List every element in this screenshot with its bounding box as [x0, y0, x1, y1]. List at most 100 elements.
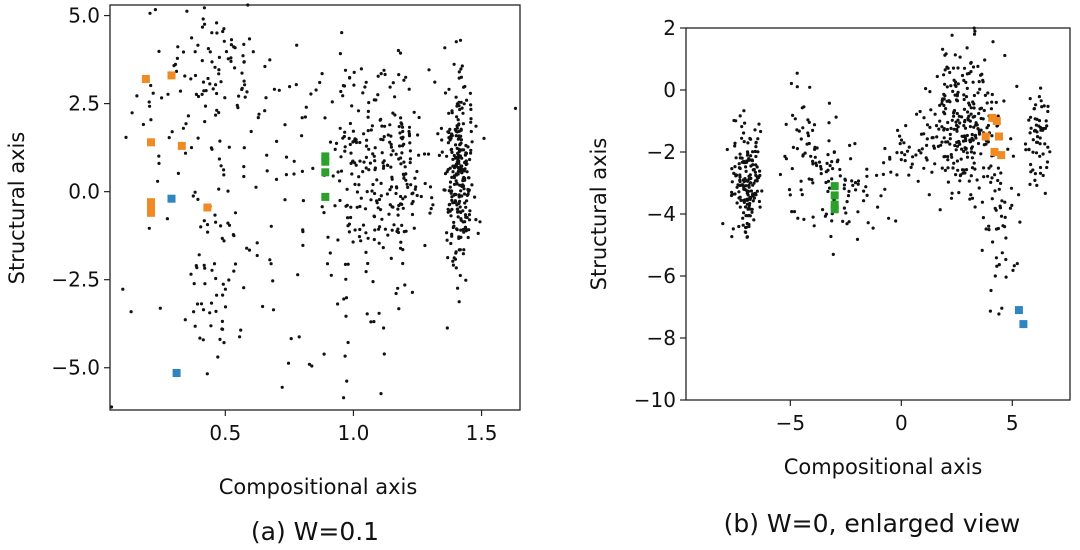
- scatter-background-b: [721, 26, 1052, 316]
- scatter-point: [965, 46, 969, 50]
- scatter-point: [331, 174, 335, 178]
- scatter-point: [1029, 115, 1033, 119]
- scatter-point: [949, 196, 954, 200]
- scatter-point: [342, 396, 346, 400]
- scatter-point: [428, 185, 433, 189]
- scatter-point: [811, 128, 815, 132]
- scatter-point: [397, 203, 401, 208]
- scatter-point: [452, 182, 457, 186]
- scatter-point: [170, 130, 174, 134]
- scatter-point: [757, 199, 762, 204]
- scatter-point: [214, 309, 218, 313]
- scatter-point: [149, 118, 153, 122]
- scatter-point: [969, 146, 974, 150]
- scatter-point: [265, 153, 269, 157]
- scatter-point: [827, 139, 831, 143]
- scatter-point: [402, 160, 406, 164]
- scatter-point: [158, 306, 162, 310]
- scatter-point: [461, 220, 465, 224]
- scatter-point: [960, 115, 964, 119]
- scatter-point: [1041, 173, 1045, 178]
- scatter-point: [469, 148, 473, 152]
- scatter-point: [403, 283, 407, 287]
- scatter-point: [824, 170, 828, 174]
- scatter-point: [451, 263, 455, 267]
- scatter-point: [243, 83, 247, 87]
- scatter-point: [344, 314, 348, 318]
- scatter-point: [469, 117, 473, 121]
- scatter-point: [970, 166, 975, 170]
- scatter-point: [973, 29, 977, 33]
- scatter-point: [226, 189, 230, 193]
- scatter-point: [791, 145, 796, 149]
- scatter-point: [311, 166, 315, 170]
- scatter-point: [451, 201, 455, 205]
- scatter-point: [415, 193, 419, 198]
- scatter-point: [454, 95, 458, 99]
- scatter-point: [399, 162, 403, 166]
- scatter-point: [994, 227, 999, 231]
- scatter-point: [752, 167, 756, 172]
- scatter-point: [827, 121, 831, 125]
- scatter-point: [953, 80, 958, 84]
- scatter-point: [465, 170, 469, 174]
- scatter-point: [960, 73, 965, 78]
- scatter-point: [478, 220, 482, 224]
- scatter-point: [1034, 123, 1038, 127]
- scatter-point: [910, 162, 914, 166]
- y-tick-label: −8: [647, 326, 676, 350]
- scatter-point: [242, 42, 246, 47]
- scatter-point: [433, 80, 437, 84]
- scatter-point: [222, 341, 226, 345]
- scatter-point: [737, 224, 741, 229]
- scatter-point: [206, 76, 210, 81]
- scatter-point: [449, 241, 453, 246]
- scatter-point: [748, 201, 752, 206]
- scatter-point: [970, 132, 974, 137]
- scatter-point: [453, 257, 458, 261]
- scatter-point: [979, 106, 984, 110]
- scatter-point: [406, 185, 410, 189]
- scatter-point: [963, 146, 967, 150]
- caption-b: (b) W=0, enlarged view: [724, 509, 1021, 538]
- scatter-point: [458, 210, 462, 214]
- scatter-point: [1043, 126, 1047, 130]
- scatter-point: [732, 171, 736, 175]
- scatter-point: [743, 177, 747, 181]
- scatter-point: [454, 143, 458, 147]
- scatter-point: [464, 151, 468, 155]
- scatter-point: [343, 130, 347, 134]
- scatter-point: [813, 155, 817, 159]
- scatter-point: [963, 126, 968, 130]
- scatter-point: [731, 227, 735, 231]
- scatter-point: [393, 95, 397, 99]
- scatter-point: [454, 179, 458, 183]
- scatter-point: [223, 96, 227, 100]
- scatter-point: [954, 120, 958, 124]
- y-ticks-b: 2 0 −2 −4 −6 −8 −10: [634, 16, 686, 412]
- scatter-point: [452, 176, 456, 180]
- scatter-point: [1045, 165, 1049, 170]
- scatter-point: [965, 133, 969, 138]
- x-tick-label: 0: [895, 411, 908, 435]
- scatter-point: [202, 219, 206, 223]
- scatter-point: [1010, 203, 1014, 207]
- scatter-point: [376, 74, 380, 78]
- scatter-point: [361, 223, 366, 227]
- scatter-point: [1000, 199, 1004, 203]
- scatter-point: [951, 89, 955, 93]
- scatter-point: [390, 175, 394, 179]
- scatter-point: [192, 282, 196, 286]
- scatter-point: [292, 172, 296, 176]
- scatter-point: [811, 159, 815, 163]
- scatter-point: [372, 214, 376, 218]
- scatter-point: [1037, 95, 1041, 99]
- scatter-point: [467, 228, 471, 232]
- scatter-point: [232, 269, 236, 273]
- x-tick-label: −5: [776, 411, 805, 435]
- scatter-point: [784, 157, 789, 161]
- scatter-point: [806, 134, 811, 138]
- scatter-point: [338, 198, 342, 203]
- scatter-point: [236, 106, 240, 110]
